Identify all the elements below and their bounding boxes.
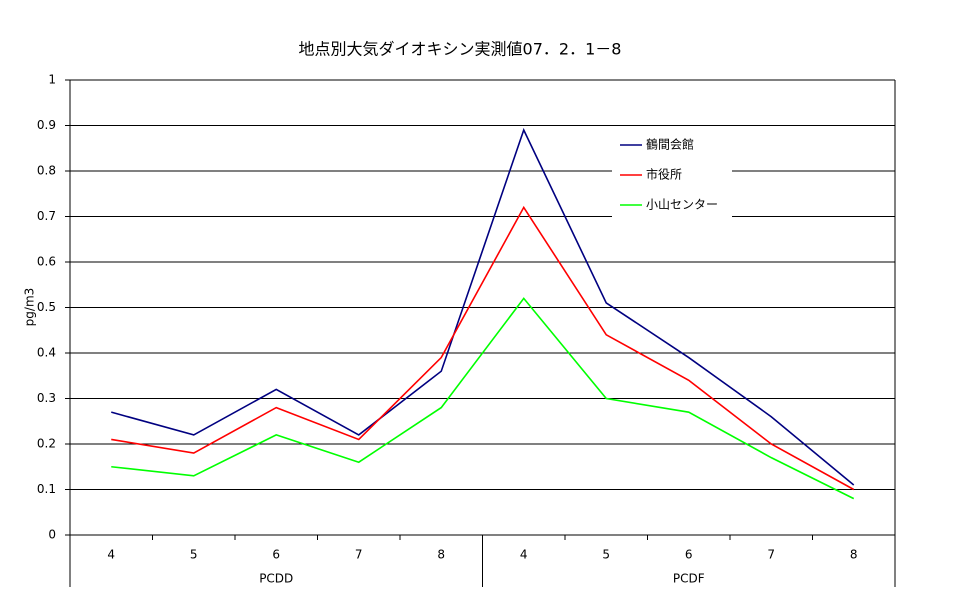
legend-label: 鶴間会館: [646, 137, 694, 152]
y-tick-label: 0.2: [37, 437, 56, 451]
x-tick-label: 6: [272, 548, 280, 562]
legend-box: [612, 128, 732, 218]
y-tick-label: 0.6: [37, 255, 56, 269]
y-axis-label: pg/m3: [23, 288, 37, 327]
y-tick-label: 0.8: [37, 164, 56, 178]
legend-label: 小山センター: [646, 198, 718, 212]
legend-label: 市役所: [646, 167, 682, 182]
x-group-label: PCDD: [259, 572, 293, 586]
x-tick-label: 6: [685, 548, 693, 562]
y-tick-label: 0.9: [37, 118, 56, 132]
x-tick-label: 5: [602, 548, 610, 562]
series-line: [111, 205, 855, 491]
x-tick-label: 7: [767, 548, 775, 562]
x-tick-label: 8: [437, 548, 445, 562]
y-tick-label: 0.5: [37, 300, 56, 314]
chart-title: 地点別大気ダイオキシン実測値07．2．1－8: [299, 40, 622, 59]
x-tick-label: 4: [107, 548, 115, 562]
x-tick-label: 7: [355, 548, 363, 562]
y-tick-label: 0.3: [37, 391, 56, 405]
series-line: [111, 127, 855, 486]
y-tick-label: 0.7: [37, 209, 56, 223]
y-tick-label: 0: [48, 528, 56, 542]
x-tick-label: 5: [190, 548, 198, 562]
y-tick-label: 0.1: [37, 482, 56, 496]
x-tick-label: 4: [520, 548, 528, 562]
series-line: [111, 297, 855, 500]
x-tick-label: 8: [850, 548, 858, 562]
y-tick-label: 1: [48, 73, 56, 87]
y-tick-label: 0.4: [37, 346, 56, 360]
x-group-label: PCDF: [673, 572, 705, 586]
